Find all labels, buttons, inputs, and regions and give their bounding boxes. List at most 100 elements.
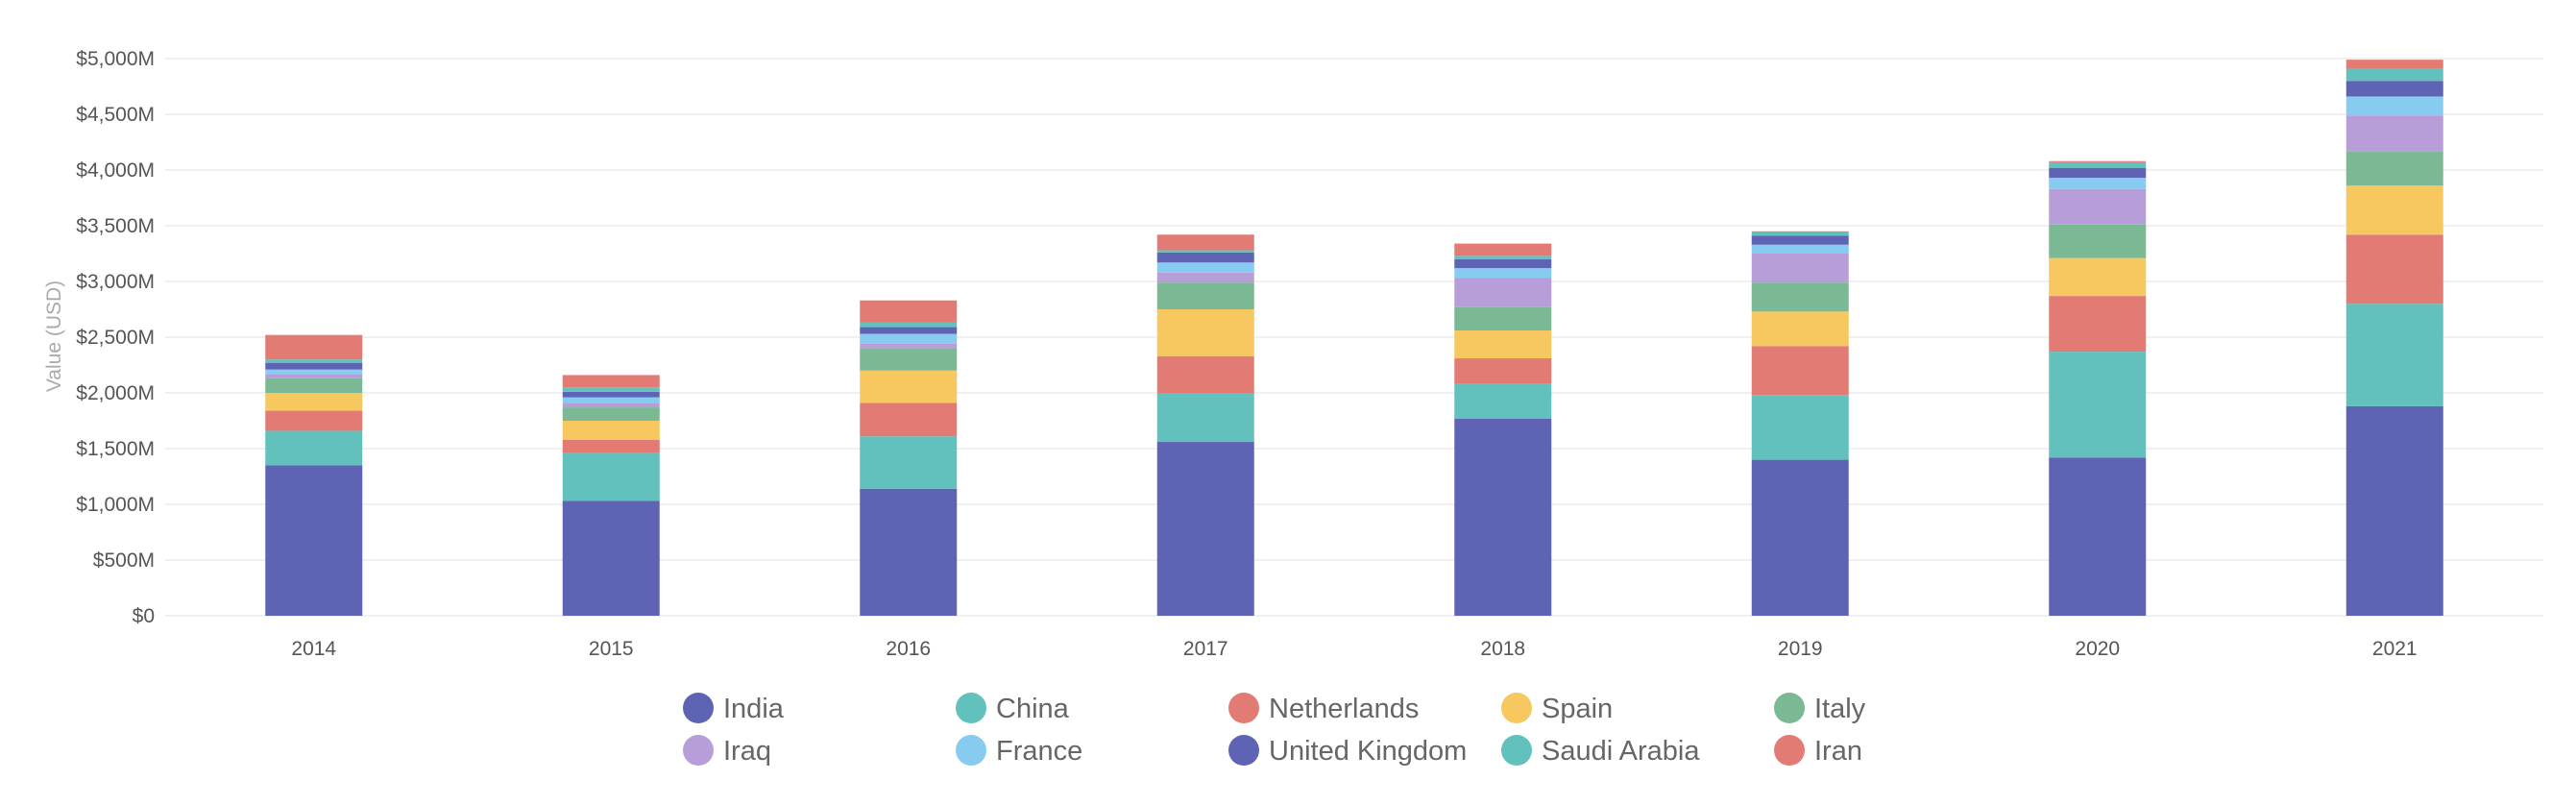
bar-segment-iraq-2014[interactable] <box>265 374 363 378</box>
bar-segment-netherlands-2018[interactable] <box>1454 358 1552 384</box>
legend-item-iraq[interactable]: Iraq <box>683 735 771 767</box>
bar-segment-saudi-arabia-2019[interactable] <box>1751 232 1849 236</box>
bar-segment-netherlands-2019[interactable] <box>1751 346 1849 396</box>
bar-segment-saudi-arabia-2014[interactable] <box>265 359 363 363</box>
bar-segment-india-2014[interactable] <box>265 465 363 616</box>
bar-segment-netherlands-2015[interactable] <box>562 439 660 453</box>
bar-segment-india-2016[interactable] <box>860 488 958 616</box>
bar-segment-france-2018[interactable] <box>1454 268 1552 279</box>
bar-segment-saudi-arabia-2020[interactable] <box>2049 161 2147 168</box>
bar-segment-iran-2017[interactable] <box>1156 234 1254 251</box>
bar-segment-iraq-2020[interactable] <box>2049 188 2147 225</box>
legend-item-saudi-arabia[interactable]: Saudi Arabia <box>1501 735 1700 767</box>
bar-segment-france-2015[interactable] <box>562 397 660 403</box>
bar-segment-iraq-2016[interactable] <box>860 343 958 349</box>
bar-segment-saudi-arabia-2017[interactable] <box>1156 250 1254 253</box>
bar-segment-spain-2019[interactable] <box>1751 311 1849 347</box>
bar-segment-united-kingdom-2021[interactable] <box>2345 81 2443 97</box>
bar-segment-netherlands-2016[interactable] <box>860 402 958 437</box>
bar-segment-iran-2021[interactable] <box>2345 60 2443 69</box>
bar-segment-saudi-arabia-2018[interactable] <box>1454 256 1552 259</box>
bar-segment-india-2021[interactable] <box>2345 405 2443 616</box>
bar-segment-iran-2016[interactable] <box>860 300 958 323</box>
bar-segment-china-2014[interactable] <box>265 430 363 466</box>
bar-segment-spain-2020[interactable] <box>2049 257 2147 297</box>
bar-segment-iran-2015[interactable] <box>562 375 660 388</box>
bar-segment-china-2020[interactable] <box>2049 352 2147 458</box>
bar-segment-iran-2014[interactable] <box>265 334 363 360</box>
bar-segment-iran-2018[interactable] <box>1454 243 1552 256</box>
bar-segment-spain-2015[interactable] <box>562 421 660 440</box>
bar-segment-italy-2017[interactable] <box>1156 282 1254 309</box>
bar-segment-france-2019[interactable] <box>1751 244 1849 254</box>
bar-segment-iraq-2021[interactable] <box>2345 115 2443 152</box>
bar-segment-italy-2014[interactable] <box>265 378 363 393</box>
bar-segment-iraq-2017[interactable] <box>1156 272 1254 283</box>
x-tick-label: 2019 <box>1778 638 1823 660</box>
bar-segment-india-2015[interactable] <box>562 500 660 616</box>
bar-segment-united-kingdom-2014[interactable] <box>265 362 363 370</box>
bar-segment-united-kingdom-2018[interactable] <box>1454 258 1552 269</box>
legend-item-netherlands[interactable]: Netherlands <box>1228 693 1419 724</box>
bar-segment-italy-2020[interactable] <box>2049 224 2147 258</box>
bar-segment-iraq-2015[interactable] <box>562 402 660 408</box>
bar-segment-netherlands-2021[interactable] <box>2345 234 2443 305</box>
legend-swatch <box>1774 693 1805 723</box>
legend-item-china[interactable]: China <box>956 693 1070 724</box>
bar-segment-france-2014[interactable] <box>265 369 363 375</box>
legend: India China Netherlands Spain Italy Iraq Franc… <box>683 693 1866 767</box>
bar-segment-iran-2020[interactable] <box>2049 160 2147 162</box>
bar-segment-united-kingdom-2020[interactable] <box>2049 167 2147 179</box>
bar-segment-iraq-2018[interactable] <box>1454 278 1552 307</box>
bar-segment-spain-2016[interactable] <box>860 370 958 403</box>
bar-segment-italy-2015[interactable] <box>562 407 660 421</box>
bar-segment-china-2017[interactable] <box>1156 393 1254 443</box>
bar-segment-saudi-arabia-2016[interactable] <box>860 322 958 328</box>
legend-item-italy[interactable]: Italy <box>1774 693 1866 724</box>
bar-segment-china-2021[interactable] <box>2345 304 2443 406</box>
bar-segment-iraq-2019[interactable] <box>1751 254 1849 283</box>
bar-segment-china-2016[interactable] <box>860 436 958 489</box>
legend-item-france[interactable]: France <box>956 735 1082 767</box>
legend-label: India <box>723 694 785 724</box>
bar-segment-italy-2016[interactable] <box>860 348 958 371</box>
bar-segment-india-2017[interactable] <box>1156 442 1254 616</box>
bar-segment-france-2016[interactable] <box>860 333 958 344</box>
legend-label: China <box>996 694 1070 724</box>
bar-segment-italy-2019[interactable] <box>1751 282 1849 312</box>
bar-segment-france-2020[interactable] <box>2049 178 2147 189</box>
legend-item-spain[interactable]: Spain <box>1501 693 1613 724</box>
legend-item-united-kingdom[interactable]: United Kingdom <box>1228 735 1467 767</box>
bar-segment-netherlands-2020[interactable] <box>2049 296 2147 353</box>
bar-segment-france-2021[interactable] <box>2345 96 2443 116</box>
bar-segment-italy-2018[interactable] <box>1454 306 1552 331</box>
bar-segment-united-kingdom-2019[interactable] <box>1751 235 1849 245</box>
bar-segment-united-kingdom-2015[interactable] <box>562 391 660 398</box>
bar-segment-spain-2017[interactable] <box>1156 309 1254 356</box>
bar-segment-china-2019[interactable] <box>1751 395 1849 460</box>
bar-segment-united-kingdom-2016[interactable] <box>860 327 958 334</box>
x-tick-label: 2017 <box>1183 638 1228 660</box>
legend-swatch <box>1501 735 1532 766</box>
bar-segment-saudi-arabia-2015[interactable] <box>562 387 660 392</box>
bar-segment-saudi-arabia-2021[interactable] <box>2345 68 2443 82</box>
bar-segment-spain-2018[interactable] <box>1454 330 1552 359</box>
bar-segment-india-2020[interactable] <box>2049 457 2147 616</box>
legend-item-iran[interactable]: Iran <box>1774 735 1862 767</box>
bar-segment-india-2018[interactable] <box>1454 418 1552 616</box>
bar-segment-italy-2021[interactable] <box>2345 151 2443 186</box>
x-tick-label: 2018 <box>1480 638 1525 660</box>
bar-segment-india-2019[interactable] <box>1751 459 1849 616</box>
bar-segment-china-2015[interactable] <box>562 452 660 501</box>
bar-segment-united-kingdom-2017[interactable] <box>1156 252 1254 263</box>
legend-label: Iraq <box>723 736 771 767</box>
bar-segment-spain-2014[interactable] <box>265 393 363 411</box>
bar-segment-spain-2021[interactable] <box>2345 185 2443 235</box>
bar-segment-china-2018[interactable] <box>1454 383 1552 419</box>
bar-segment-netherlands-2014[interactable] <box>265 410 363 431</box>
bar-segment-france-2017[interactable] <box>1156 262 1254 273</box>
bar-segment-netherlands-2017[interactable] <box>1156 355 1254 393</box>
y-tick-label: $3,000M <box>76 271 155 293</box>
legend-item-india[interactable]: India <box>683 693 785 724</box>
y-tick-label: $0 <box>133 605 155 627</box>
